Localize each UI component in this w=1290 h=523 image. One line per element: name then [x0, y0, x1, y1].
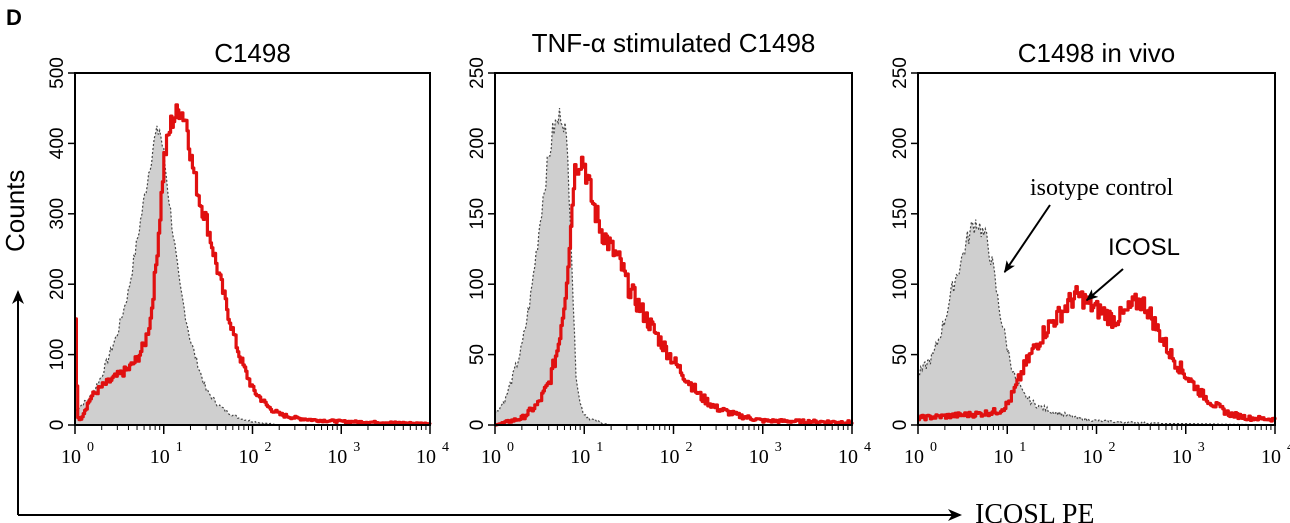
icosl-arrow — [1085, 268, 1124, 302]
x-tick-label: 10 — [327, 446, 347, 468]
y-tick-label: 150 — [467, 198, 488, 230]
y-tick-label: 500 — [47, 57, 68, 89]
x-tick-label: 10 — [993, 446, 1013, 468]
x-tick-label: 10 — [239, 446, 259, 468]
y-tick-label: 200 — [47, 268, 68, 300]
x-tick-exponent: 0 — [87, 440, 94, 455]
panel-title: C1498 — [214, 38, 291, 68]
x-tick-exponent: 4 — [1287, 440, 1290, 455]
y-tick-label: 0 — [467, 420, 488, 431]
y-tick-label: 200 — [890, 128, 911, 160]
y-tick-label: 100 — [47, 339, 68, 371]
x-tick-label: 10 — [1083, 446, 1103, 468]
x-tick-label: 10 — [1172, 446, 1192, 468]
y-tick-label: 50 — [890, 344, 911, 365]
x-tick-exponent: 2 — [265, 440, 272, 455]
y-tick-label: 50 — [467, 344, 488, 365]
x-tick-label: 10 — [61, 446, 81, 468]
y-tick-label: 250 — [890, 57, 911, 89]
x-tick-exponent: 2 — [686, 440, 693, 455]
x-tick-exponent: 0 — [507, 440, 514, 455]
x-tick-label: 10 — [660, 446, 680, 468]
icosl-label: ICOSL — [1108, 234, 1180, 261]
y-tick-label: 100 — [890, 268, 911, 300]
y-axis-label: Counts — [0, 170, 30, 252]
y-tick-label: 150 — [890, 198, 911, 230]
x-tick-exponent: 0 — [930, 440, 937, 455]
y-tick-label: 0 — [890, 420, 911, 431]
isotype-histogram-edge — [74, 125, 430, 426]
y-tick-label: 400 — [47, 128, 68, 160]
x-axis-label: ICOSL PE — [975, 499, 1095, 523]
x-tick-label: 10 — [150, 446, 170, 468]
x-tick-exponent: 3 — [775, 440, 782, 455]
x-tick-label: 10 — [904, 446, 924, 468]
x-tick-exponent: 1 — [1019, 440, 1026, 455]
y-tick-label: 200 — [467, 128, 488, 160]
x-tick-exponent: 4 — [864, 440, 871, 455]
y-tick-label: 100 — [467, 268, 488, 300]
x-tick-exponent: 3 — [1198, 440, 1205, 455]
x-tick-label: 10 — [838, 446, 858, 468]
x-tick-label: 10 — [481, 446, 501, 468]
isotype-histogram-fill — [495, 108, 852, 425]
x-tick-label: 10 — [749, 446, 769, 468]
y-tick-label: 250 — [467, 57, 488, 89]
y-tick-label: 300 — [47, 198, 68, 230]
x-tick-exponent: 1 — [596, 440, 603, 455]
isotype-histogram-fill — [75, 125, 430, 426]
panel-title: C1498 in vivo — [1018, 38, 1176, 68]
x-tick-exponent: 1 — [176, 440, 183, 455]
panel-letter: D — [6, 5, 22, 30]
isotype-control-label: isotype control — [1030, 175, 1174, 201]
isotype-histogram-fill — [918, 219, 1275, 425]
x-tick-label: 10 — [570, 446, 590, 468]
x-tick-exponent: 3 — [353, 440, 360, 455]
y-tick-label: 0 — [47, 420, 68, 431]
icosl-histogram-line — [494, 155, 854, 427]
x-tick-label: 10 — [416, 446, 436, 468]
isotype-control-arrow — [1003, 204, 1051, 273]
x-tick-exponent: 2 — [1109, 440, 1116, 455]
icosl-histogram-line — [917, 285, 1277, 423]
panel-title: TNF-α stimulated C1498 — [532, 28, 816, 58]
x-tick-label: 10 — [1261, 446, 1281, 468]
x-tick-exponent: 4 — [442, 440, 449, 455]
icosl-histogram-line — [74, 103, 432, 426]
